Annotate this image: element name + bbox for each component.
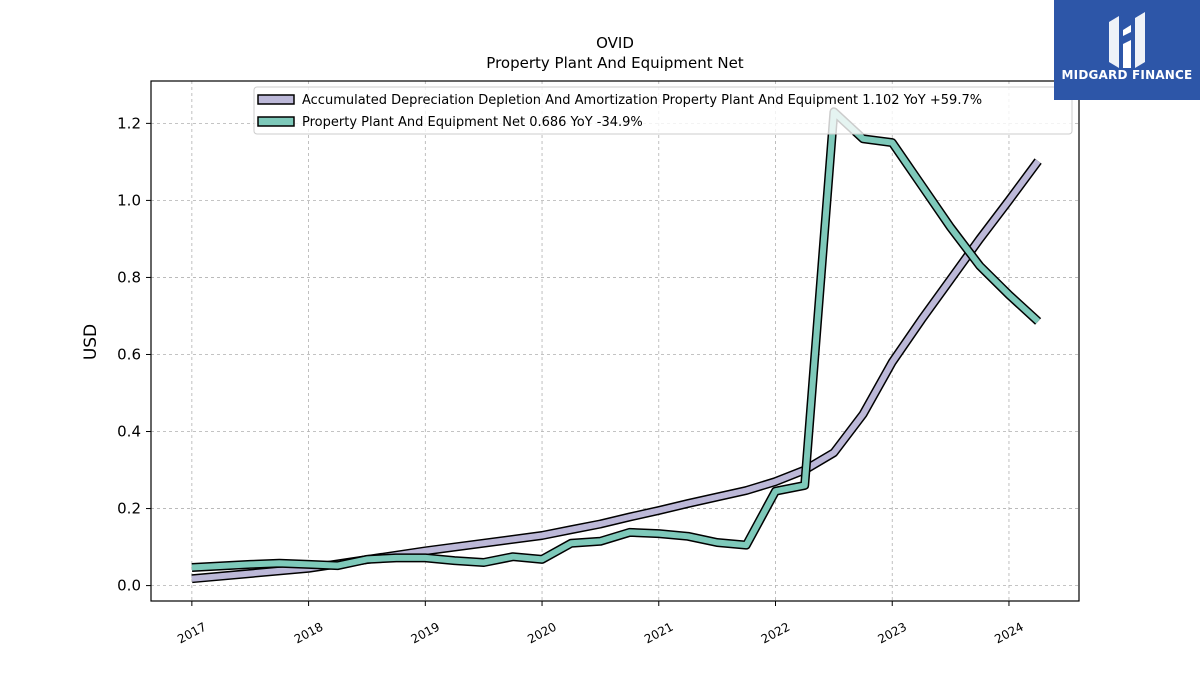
legend-item-1: Accumulated Depreciation Depletion And A… <box>257 93 982 108</box>
y-tick-label: 1.0 <box>117 191 141 209</box>
y-tick-label: 1.2 <box>117 114 141 132</box>
y-tick-label: 0.6 <box>117 345 141 363</box>
series-lines <box>191 107 1042 584</box>
series-2-line <box>191 107 1042 572</box>
series-2-stroke <box>191 108 1041 571</box>
midgard-finance-logo-icon <box>1109 12 1145 68</box>
x-tick-label: 2018 <box>292 620 326 647</box>
x-tick-label: 2024 <box>992 620 1026 647</box>
y-tick-label: 0.4 <box>117 423 141 441</box>
logo-text: MIDGARD FINANCE <box>1061 68 1193 82</box>
chart-title: OVID <box>596 34 634 52</box>
legend: Accumulated Depreciation Depletion And A… <box>253 86 1073 135</box>
y-tick-label: 0.8 <box>117 268 141 286</box>
x-tick-label: 2019 <box>409 620 443 647</box>
legend-swatch-2 <box>257 116 295 127</box>
legend-item-2: Property Plant And Equipment Net 0.686 Y… <box>257 115 643 130</box>
plot-frame <box>150 80 1080 602</box>
chart-subtitle: Property Plant And Equipment Net <box>486 54 743 72</box>
series-1-outline <box>191 158 1042 584</box>
y-axis-label: USD <box>81 324 101 360</box>
series-1-line <box>191 158 1042 584</box>
x-tick-label: 2020 <box>525 620 559 647</box>
x-tick-label: 2023 <box>875 620 909 647</box>
brand-logo: MIDGARD FINANCE <box>1054 0 1200 100</box>
series-1-stroke <box>191 159 1041 582</box>
legend-box <box>253 86 1073 135</box>
x-tick-label: 2022 <box>759 620 793 647</box>
y-tick-label: 0.2 <box>117 500 141 518</box>
legend-swatch-1 <box>257 94 295 105</box>
legend-label-1: Accumulated Depreciation Depletion And A… <box>302 93 982 108</box>
legend-label-2: Property Plant And Equipment Net 0.686 Y… <box>302 115 643 130</box>
x-tick-label: 2021 <box>642 620 676 647</box>
x-tick-label: 2017 <box>175 620 209 647</box>
y-tick-label: 0.0 <box>117 577 141 595</box>
